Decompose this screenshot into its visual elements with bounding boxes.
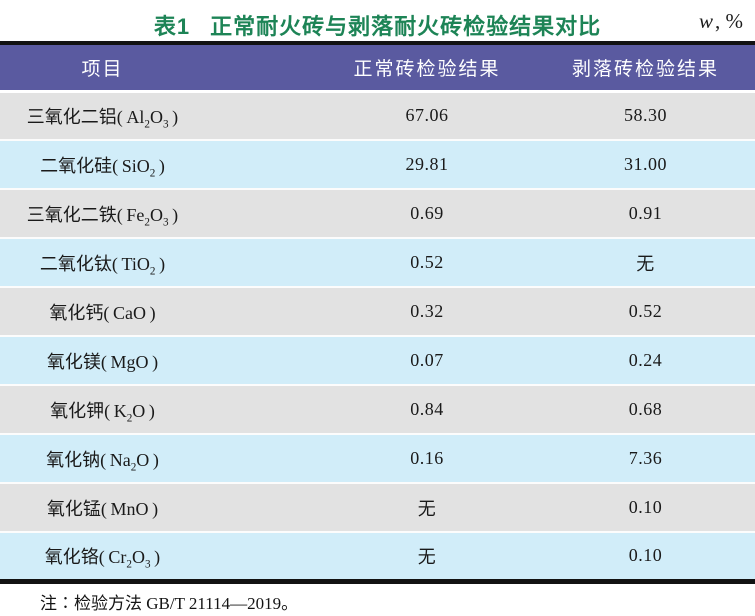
chemical-formula: ( TiO2 ) (111, 253, 166, 278)
chemical-formula: ( Fe2O3 ) (116, 204, 179, 229)
table-header: 项目 正常砖检验结果 剥落砖检验结果 (0, 43, 755, 91)
header-row: 项目 正常砖检验结果 剥落砖检验结果 (0, 43, 755, 91)
table-row: 二氧化硅( SiO2 ) 29.81 31.00 (0, 139, 755, 189)
header-cell-normal: 正常砖检验结果 (353, 58, 501, 80)
spalled-result-value: 0.68 (536, 384, 755, 434)
table-note: 注∶检验方法 GB/T 21114—2019。 (40, 593, 299, 613)
table-number: 表1 (153, 14, 191, 39)
normal-result-value: 29.81 (318, 139, 536, 189)
header-cell-item: 项目 (0, 43, 318, 91)
item-cell: 氧化铬( Cr2O3 ) (0, 531, 318, 581)
unit-symbol-w: w (698, 9, 713, 33)
normal-result-value: 0.16 (318, 433, 536, 483)
chemical-formula: ( Na2O ) (100, 449, 159, 474)
chemical-formula: ( Cr2O3 ) (98, 546, 161, 571)
item-cell: 二氧化硅( SiO2 ) (0, 139, 318, 189)
spalled-result-value: 0.10 (536, 482, 755, 532)
spalled-result-value: 7.36 (536, 433, 755, 483)
table-row: 三氧化二铁( Fe2O3 ) 0.69 0.91 (0, 188, 755, 238)
spalled-result-value: 0.52 (536, 286, 755, 336)
item-label: 氧化镁( MgO ) (46, 351, 159, 372)
table-caption: 表1 正常耐火砖与剥落耐火砖检验结果对比 w, % (0, 0, 755, 41)
unit-percent: , % (715, 9, 743, 33)
header-item-label: 项目 (81, 58, 124, 80)
table-row: 氧化钾( K2O ) 0.84 0.68 (0, 384, 755, 434)
table-row: 氧化铬( Cr2O3 ) 无 0.10 (0, 531, 755, 581)
normal-result-value: 0.32 (318, 286, 536, 336)
table-row: 二氧化钛( TiO2 ) 0.52 无 (0, 237, 755, 287)
item-label: 氧化锰( MnO ) (46, 498, 159, 519)
table-body: 三氧化二铝( Al2O3 ) 67.06 58.30 二氧化硅( SiO2 ) 29.8… (0, 89, 755, 581)
normal-result-value: 0.07 (318, 335, 536, 385)
item-label: 二氧化钛( TiO2 ) (39, 253, 166, 278)
caption-text: 表1 正常耐火砖与剥落耐火砖检验结果对比 (154, 14, 601, 39)
normal-result-value: 无 (318, 531, 536, 581)
spalled-result-value: 0.24 (536, 335, 755, 385)
table-row: 氧化镁( MgO ) 0.07 0.24 (0, 335, 755, 385)
unit-label: w, % (699, 9, 743, 34)
item-cell: 三氧化二铝( Al2O3 ) (0, 89, 318, 140)
item-label: 氧化钾( K2O ) (50, 400, 155, 425)
spalled-result-value: 0.10 (536, 531, 755, 581)
spalled-result-value: 0.91 (536, 188, 755, 238)
chemical-formula: ( MgO ) (100, 351, 159, 372)
normal-result-value: 无 (318, 482, 536, 532)
item-label: 氧化铬( Cr2O3 ) (44, 546, 161, 571)
item-cell: 氧化锰( MnO ) (0, 482, 318, 532)
item-cell: 氧化镁( MgO ) (0, 335, 318, 385)
normal-result-value: 67.06 (318, 89, 536, 140)
item-cell: 三氧化二铁( Fe2O3 ) (0, 188, 318, 238)
table-row: 氧化锰( MnO ) 无 0.10 (0, 482, 755, 532)
results-table: 项目 正常砖检验结果 剥落砖检验结果 三氧化二铝( Al2O3 ) 67.06 58… (0, 41, 755, 584)
item-cell: 氧化钾( K2O ) (0, 384, 318, 434)
spalled-result-value: 无 (536, 237, 755, 287)
item-label: 二氧化硅( SiO2 ) (40, 155, 165, 180)
item-cell: 氧化钠( Na2O ) (0, 433, 318, 483)
table-row: 氧化钠( Na2O ) 0.16 7.36 (0, 433, 755, 483)
item-label: 氧化钙( CaO ) (49, 302, 156, 323)
chemical-formula: ( SiO2 ) (112, 155, 165, 180)
item-label: 三氧化二铁( Fe2O3 ) (26, 204, 179, 229)
item-cell: 二氧化钛( TiO2 ) (0, 237, 318, 287)
spalled-result-value: 31.00 (536, 139, 755, 189)
normal-result-value: 0.69 (318, 188, 536, 238)
chemical-formula: ( K2O ) (104, 400, 155, 425)
chemical-formula: ( CaO ) (103, 302, 156, 323)
spalled-result-value: 58.30 (536, 89, 755, 140)
item-label: 氧化钠( Na2O ) (46, 449, 159, 474)
chemical-formula: ( Al2O3 ) (116, 106, 179, 131)
header-cell-spalled: 剥落砖检验结果 (571, 58, 719, 80)
table-title: 正常耐火砖与剥落耐火砖检验结果对比 (210, 14, 602, 39)
table-row: 三氧化二铝( Al2O3 ) 67.06 58.30 (0, 89, 755, 140)
normal-result-value: 0.52 (318, 237, 536, 287)
table-row: 氧化钙( CaO ) 0.32 0.52 (0, 286, 755, 336)
normal-result-value: 0.84 (318, 384, 536, 434)
item-cell: 氧化钙( CaO ) (0, 286, 318, 336)
item-label: 三氧化二铝( Al2O3 ) (26, 106, 179, 131)
chemical-formula: ( MnO ) (100, 498, 159, 519)
